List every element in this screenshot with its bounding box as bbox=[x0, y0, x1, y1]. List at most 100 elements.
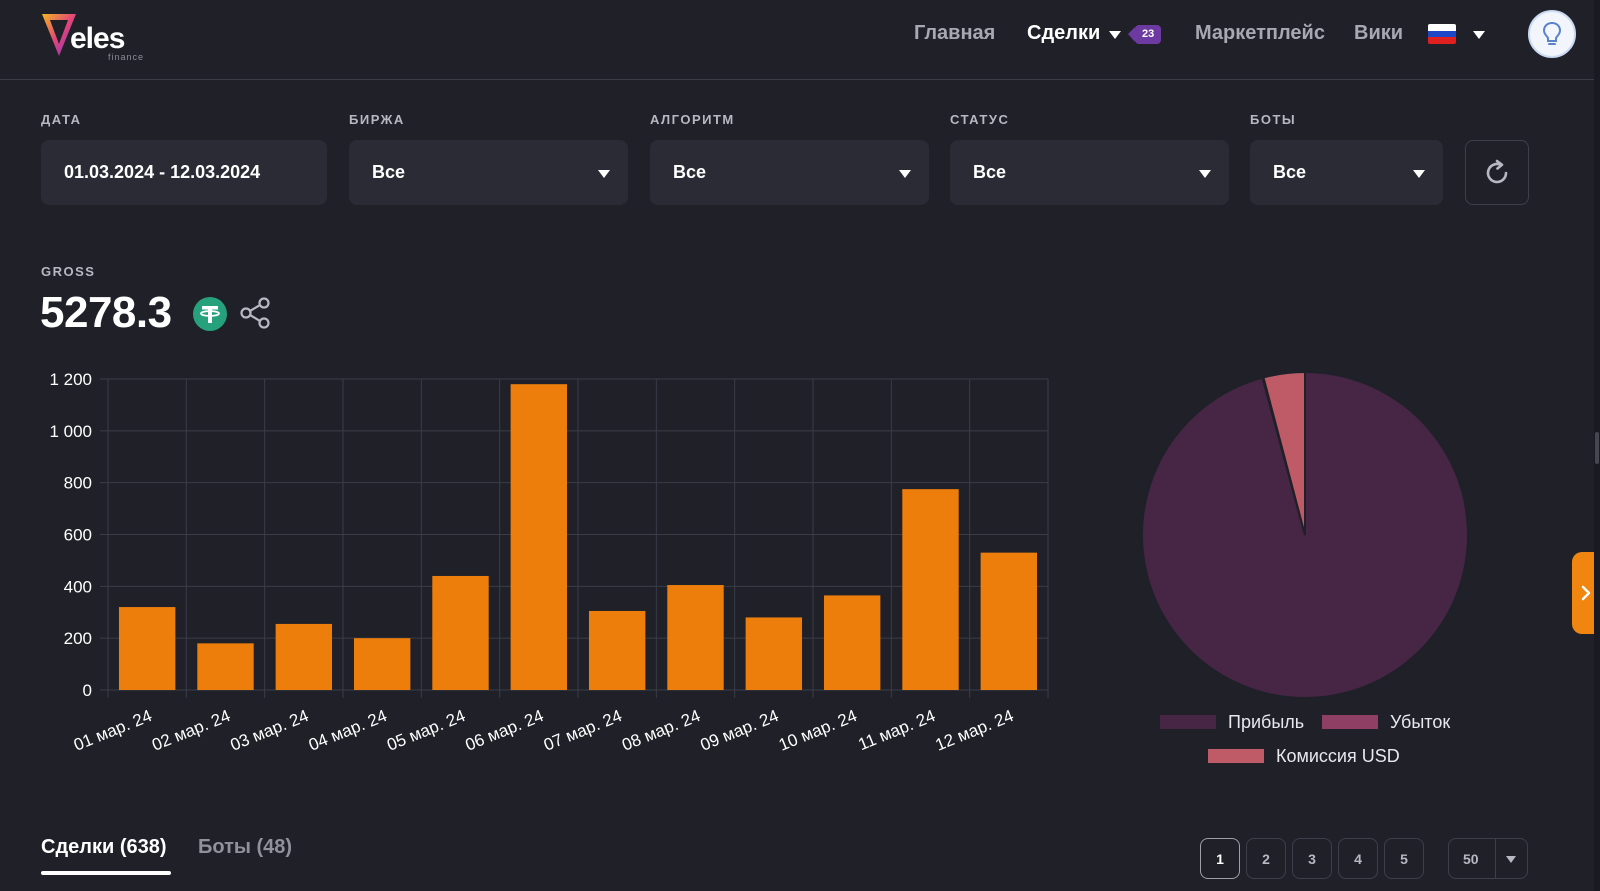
bar-9 bbox=[745, 617, 803, 690]
y-tick-label: 1 000 bbox=[49, 422, 92, 441]
refresh-icon bbox=[1486, 159, 1508, 183]
legend-item-loss[interactable]: Убыток bbox=[1322, 712, 1472, 734]
page-size-select[interactable]: 50 bbox=[1448, 838, 1528, 879]
x-tick-label: 09 мар. 24 bbox=[698, 706, 782, 755]
profit-loss-pie-chart bbox=[1141, 370, 1469, 699]
legend-label-loss: Убыток bbox=[1390, 712, 1451, 732]
legend-swatch-profit bbox=[1160, 715, 1216, 729]
chevron-down-icon bbox=[1199, 170, 1211, 178]
bar-7 bbox=[588, 610, 646, 690]
x-tick-label: 03 мар. 24 bbox=[228, 706, 312, 755]
chevron-down-icon bbox=[899, 170, 911, 178]
tether-usdt-icon bbox=[193, 297, 227, 331]
x-tick-label: 08 мар. 24 bbox=[619, 706, 703, 755]
x-tick-label: 06 мар. 24 bbox=[463, 706, 547, 755]
tab-bots[interactable]: Боты (48) bbox=[198, 836, 293, 858]
page-size-divider bbox=[1495, 839, 1496, 878]
deals-count-badge: 23 bbox=[1127, 25, 1162, 44]
x-tick-label: 12 мар. 24 bbox=[933, 706, 1017, 755]
page-button-3[interactable]: 3 bbox=[1292, 838, 1332, 879]
bar-5 bbox=[432, 575, 489, 690]
exchange-select[interactable]: Все bbox=[349, 140, 628, 205]
russian-flag-icon[interactable] bbox=[1428, 24, 1456, 44]
language-chevron-icon[interactable] bbox=[1473, 31, 1485, 39]
status-select[interactable]: Все bbox=[950, 140, 1229, 205]
x-tick-label: 02 мар. 24 bbox=[149, 706, 233, 755]
pie-slice-profit bbox=[1141, 370, 1469, 699]
algorithm-filter-label: АЛГОРИТМ bbox=[650, 112, 735, 127]
bar-12 bbox=[980, 552, 1038, 690]
y-tick-label: 800 bbox=[64, 474, 92, 493]
x-tick-label: 10 мар. 24 bbox=[776, 706, 860, 755]
page-button-1[interactable]: 1 bbox=[1200, 838, 1240, 879]
algorithm-select[interactable]: Все bbox=[650, 140, 929, 205]
pie-legend: Прибыль Убыток Комиссия USD bbox=[1130, 710, 1480, 780]
x-tick-label: 01 мар. 24 bbox=[71, 706, 155, 755]
logo-subtitle: finance bbox=[108, 52, 145, 62]
bar-2 bbox=[197, 643, 254, 690]
y-tick-label: 200 bbox=[64, 629, 92, 648]
legend-swatch-loss bbox=[1322, 715, 1378, 729]
logo-text: eles bbox=[70, 22, 125, 55]
bar-10 bbox=[823, 595, 881, 690]
share-icon[interactable] bbox=[239, 296, 273, 330]
bar-3 bbox=[275, 623, 333, 690]
bar-11 bbox=[902, 489, 959, 690]
chevron-down-icon bbox=[1413, 170, 1425, 178]
nav-marketplace[interactable]: Маркетплейс bbox=[1195, 22, 1325, 44]
page-button-5[interactable]: 5 bbox=[1384, 838, 1424, 879]
legend-label-commission: Комиссия USD bbox=[1276, 746, 1400, 766]
algorithm-select-value: Все bbox=[673, 162, 707, 182]
legend-item-commission[interactable]: Комиссия USD bbox=[1208, 746, 1428, 768]
chevron-down-icon bbox=[598, 170, 610, 178]
chevron-down-icon[interactable] bbox=[1109, 31, 1121, 39]
legend-label-profit: Прибыль bbox=[1228, 712, 1305, 732]
chevron-right-icon bbox=[1581, 585, 1591, 601]
legend-swatch-commission bbox=[1208, 749, 1264, 763]
tab-deals[interactable]: Сделки (638) bbox=[41, 836, 167, 858]
status-select-value: Все bbox=[973, 162, 1007, 182]
x-tick-label: 05 мар. 24 bbox=[384, 706, 468, 755]
exchange-select-value: Все bbox=[372, 162, 406, 182]
date-filter-label: ДАТА bbox=[41, 112, 82, 127]
x-tick-label: 07 мар. 24 bbox=[541, 706, 625, 755]
bar-8 bbox=[667, 585, 724, 690]
top-header: eles finance Главная Сделки 23 Маркетпле… bbox=[0, 0, 1600, 80]
legend-item-profit[interactable]: Прибыль bbox=[1160, 712, 1320, 734]
chevron-down-icon bbox=[1506, 856, 1516, 863]
veles-logo[interactable]: eles finance bbox=[40, 12, 160, 62]
lightbulb-avatar[interactable] bbox=[1528, 10, 1576, 58]
gross-label: GROSS bbox=[41, 264, 96, 279]
date-range-input[interactable]: 01.03.2024 - 12.03.2024 bbox=[41, 140, 327, 205]
x-tick-label: 04 мар. 24 bbox=[306, 706, 390, 755]
chart-grid bbox=[100, 378, 1049, 698]
lightbulb-icon bbox=[1542, 21, 1562, 45]
refresh-button[interactable] bbox=[1465, 140, 1529, 205]
active-tab-indicator bbox=[41, 871, 171, 875]
scrollbar-thumb[interactable] bbox=[1595, 432, 1599, 464]
nav-deals[interactable]: Сделки bbox=[1027, 22, 1101, 44]
status-filter-label: СТАТУС bbox=[950, 112, 1010, 127]
bar-1 bbox=[118, 607, 176, 690]
y-tick-label: 1 200 bbox=[49, 370, 92, 389]
page-button-2[interactable]: 2 bbox=[1246, 838, 1286, 879]
x-tick-label: 11 мар. 24 bbox=[855, 706, 938, 754]
bots-select-value: Все bbox=[1273, 162, 1307, 182]
page-size-value: 50 bbox=[1463, 851, 1479, 867]
bar-4 bbox=[353, 638, 411, 690]
nav-home[interactable]: Главная bbox=[914, 22, 996, 44]
bots-select[interactable]: Все bbox=[1250, 140, 1443, 205]
exchange-filter-label: БИРЖА bbox=[349, 112, 405, 127]
date-range-value: 01.03.2024 - 12.03.2024 bbox=[64, 162, 261, 182]
y-tick-label: 600 bbox=[64, 526, 92, 545]
pie-slice-commission bbox=[1262, 370, 1306, 536]
y-tick-label: 400 bbox=[64, 577, 92, 596]
page-button-4[interactable]: 4 bbox=[1338, 838, 1378, 879]
y-tick-label: 0 bbox=[83, 681, 92, 700]
veles-logo-mark bbox=[42, 14, 76, 56]
gross-value: 5278.3 bbox=[40, 288, 172, 337]
bots-filter-label: БОТЫ bbox=[1250, 112, 1297, 127]
nav-wiki[interactable]: Вики bbox=[1354, 22, 1404, 44]
bar-6 bbox=[510, 384, 568, 690]
